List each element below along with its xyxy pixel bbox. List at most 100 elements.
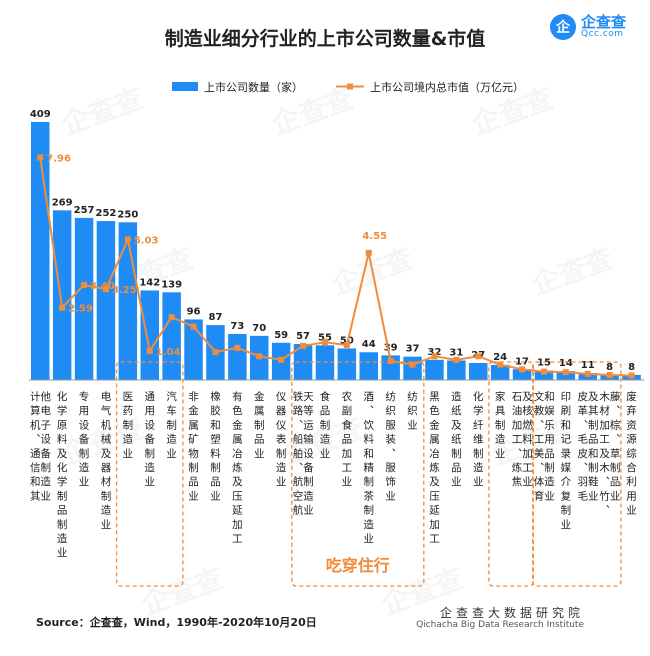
line-point [212, 349, 219, 356]
category-label: 皮革︑毛皮︑羽毛及其制品和制鞋业 [578, 390, 600, 502]
bar-value-label: 70 [252, 323, 266, 334]
legend-bar-label: 上市公司数量（家） [204, 80, 303, 94]
line-point [431, 353, 438, 360]
category-label: 纺织业 [407, 390, 418, 431]
bar [556, 371, 576, 380]
line-point [562, 369, 569, 376]
category-label: 酒︑饮料和精制茶制造业 [364, 390, 375, 545]
highlight-box [488, 361, 534, 587]
category-label: 农副食品加工业 [342, 390, 353, 488]
line-point [256, 353, 263, 360]
bar-value-label: 39 [384, 342, 398, 353]
bar [534, 370, 554, 380]
bar-value-label: 14 [559, 358, 573, 369]
line-point [387, 357, 394, 364]
highlight-box [291, 361, 425, 587]
highlight-label: 吃穿住行 [326, 556, 390, 575]
line-value-label: 7.96 [46, 154, 71, 165]
bar [403, 356, 422, 380]
line-value-label: 4.55 [362, 231, 387, 242]
logo-icon: 企 [549, 14, 576, 40]
line-point [519, 366, 526, 373]
category-label: 家具制造业 [495, 390, 506, 460]
bar-value-label: 31 [449, 347, 463, 358]
category-label: 铁路︑船舶︑航空航天等运输设备制造业 [293, 390, 315, 517]
bar [96, 221, 116, 380]
line-point [321, 339, 328, 346]
bar [512, 369, 532, 380]
bar [74, 217, 94, 380]
bar-value-label: 59 [274, 330, 288, 341]
logo-url: Qcc.com [580, 29, 624, 39]
line-point [146, 347, 153, 354]
category-label: 汽车制造业 [166, 390, 177, 460]
bar [140, 290, 159, 380]
category-label: 石油加工︑炼焦及核燃料加工业 [512, 391, 534, 488]
line-point [343, 342, 350, 349]
category-label: 橡胶和塑料制品业 [210, 390, 221, 502]
line-point [37, 154, 44, 161]
bar [315, 345, 335, 380]
line-point [453, 356, 460, 363]
line-point [584, 370, 591, 377]
bar-value-label: 257 [74, 205, 95, 216]
footer-institute-cn: 企查查大数据研究院 [439, 606, 584, 620]
line-point [300, 342, 307, 349]
bar-value-label: 37 [406, 344, 420, 355]
category-label: 造纸及纸制品业 [451, 390, 462, 488]
market-cap-line [39, 157, 632, 377]
chart-title: 制造业细分行业的上市公司数量&市值 [164, 28, 486, 50]
highlight-label-bg [309, 552, 406, 576]
line-point [59, 304, 66, 311]
bar-value-label: 96 [187, 306, 201, 317]
bar-value-label: 57 [296, 331, 310, 342]
bar [425, 359, 444, 380]
bar-value-label: 24 [493, 352, 507, 363]
category-label: 文教︑工美︑体育和娱乐用品制造业 [534, 390, 556, 502]
line-point [409, 361, 416, 368]
bar-value-label: 8 [606, 362, 613, 373]
line-point [278, 356, 285, 363]
line-point [168, 314, 175, 321]
category-label: 木材加工及木︑竹︑藤︑棕︑草制品业 [599, 391, 621, 517]
line-point [124, 236, 131, 243]
bar [337, 348, 357, 380]
line-point [190, 323, 197, 330]
category-label: 医药制造业 [123, 391, 134, 460]
line-value-label: 1.04 [156, 347, 181, 358]
line-value-label: 2.59 [68, 304, 93, 315]
bar-value-label: 142 [139, 277, 160, 288]
category-label: 化学原料及化学制品制造业 [57, 390, 68, 559]
brand-logo: 企 企查查 Qcc.com [549, 14, 626, 40]
bar-value-label: 139 [161, 279, 182, 290]
category-label: 废弃资源综合利用业 [626, 390, 637, 517]
bar-value-label: 55 [318, 332, 332, 343]
bar [359, 352, 378, 380]
line-value-label: 3.40 [90, 281, 115, 292]
category-label: 仪器仪表制造业 [276, 391, 287, 488]
category-label: 纺织服装︑服饰业 [385, 390, 396, 502]
category-label: 食品制造业 [320, 390, 331, 460]
bar [447, 360, 466, 380]
legend-bar-swatch [172, 82, 198, 91]
line-point [234, 344, 241, 351]
source-note: Source：企查查，Wind，1990年-2020年10月20日 [36, 616, 317, 629]
bar-value-label: 11 [581, 360, 595, 371]
bar [52, 210, 72, 380]
category-label: 有色金属冶炼及压延加工 [232, 390, 243, 545]
bar [162, 292, 181, 380]
bar-value-label: 15 [537, 358, 551, 369]
bar-value-label: 8 [628, 362, 635, 373]
line-point [475, 353, 482, 360]
bar-value-label: 409 [30, 109, 51, 120]
category-label: 黑色金属冶炼及压延加工 [429, 391, 440, 545]
bar-value-label: 87 [208, 312, 222, 323]
line-point [81, 281, 88, 288]
line-value-label: 3.25 [112, 285, 137, 296]
category-label: 金属制品业 [254, 390, 265, 460]
category-label: 化学纤维制造业 [473, 390, 484, 488]
line-point [606, 371, 613, 378]
bar [490, 364, 510, 380]
